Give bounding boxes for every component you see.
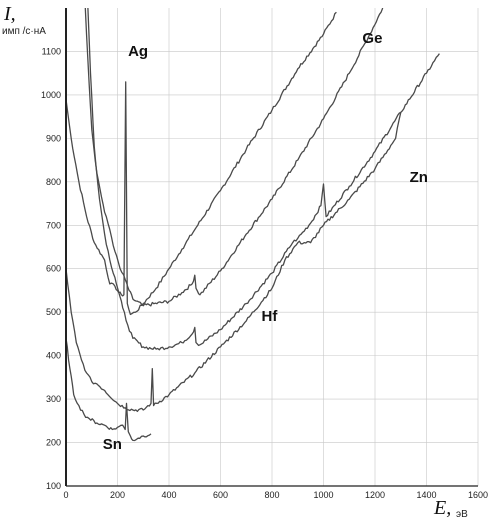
y-axis-unit: имп /с·нА xyxy=(2,26,46,37)
x-tick-label: 1400 xyxy=(416,490,436,500)
x-axis-symbol: E, xyxy=(433,497,451,519)
series-label-zn: Zn xyxy=(410,169,428,186)
series-line-ge xyxy=(84,8,384,307)
y-tick-label: 300 xyxy=(46,394,61,404)
y-tick-label: 400 xyxy=(46,351,61,361)
series-line-zn xyxy=(87,8,440,351)
x-axis-unit: эВ xyxy=(456,509,468,520)
y-tick-label: 100 xyxy=(46,481,61,491)
x-tick-label: 1600 xyxy=(468,490,488,500)
series-line-ag xyxy=(66,11,337,316)
x-tick-label: 200 xyxy=(110,490,125,500)
y-tick-label: 200 xyxy=(46,438,61,448)
series-label-hf: Hf xyxy=(262,308,279,325)
y-tick-label: 800 xyxy=(46,177,61,187)
series-label-sn: Sn xyxy=(103,436,122,453)
x-tick-label: 0 xyxy=(63,490,68,500)
y-tick-label: 1100 xyxy=(42,46,61,56)
tick-labels: 0 200 400 600 800 1000 1200 1400 1600 100 200 300 40… xyxy=(41,46,488,500)
y-axis-symbol: I, xyxy=(3,3,16,25)
axes xyxy=(65,8,478,487)
x-tick-label: 1200 xyxy=(365,490,385,500)
series-labels: Ag Ge Zn Hf Sn xyxy=(103,30,428,453)
x-tick-label: 1000 xyxy=(313,490,333,500)
x-tick-label: 400 xyxy=(161,490,176,500)
y-tick-label: 600 xyxy=(46,264,61,274)
y-tick-label: 500 xyxy=(46,307,61,317)
series-label-ge: Ge xyxy=(362,30,382,47)
x-tick-label: 600 xyxy=(213,490,228,500)
series-line-sn xyxy=(66,338,152,442)
series-label-ag: Ag xyxy=(128,43,148,60)
series-line-hf xyxy=(66,112,402,413)
y-tick-label: 1000 xyxy=(41,90,61,100)
y-tick-label: 900 xyxy=(46,133,61,143)
grid xyxy=(65,8,479,487)
x-tick-label: 800 xyxy=(264,490,279,500)
y-tick-label: 700 xyxy=(46,220,61,230)
series-group xyxy=(66,8,440,442)
